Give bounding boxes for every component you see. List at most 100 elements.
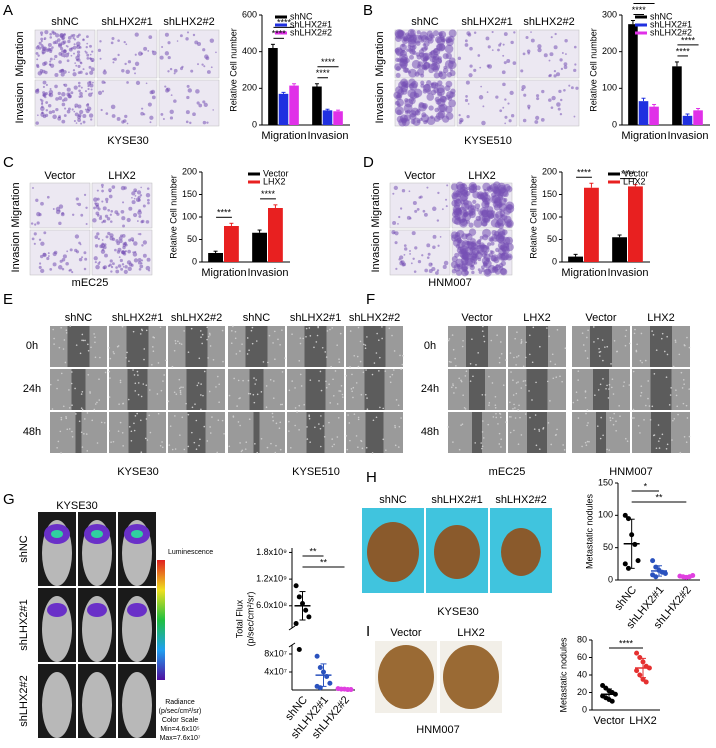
cell — [632, 370, 635, 373]
cell — [121, 69, 125, 73]
cell — [124, 250, 127, 253]
cell — [91, 92, 93, 95]
cell — [121, 431, 124, 434]
cell — [98, 399, 101, 401]
cell — [613, 339, 616, 342]
cell — [66, 109, 71, 114]
cell — [143, 46, 148, 51]
cell — [477, 257, 482, 262]
cell — [67, 93, 70, 96]
cell — [110, 41, 114, 45]
cell — [338, 361, 341, 363]
cell — [30, 222, 34, 225]
cell — [120, 267, 124, 271]
cell — [40, 268, 45, 274]
cell — [47, 252, 50, 255]
cell — [77, 53, 81, 57]
cell — [469, 64, 473, 68]
cell — [326, 330, 329, 332]
cell — [643, 419, 645, 421]
cell — [584, 441, 587, 444]
cell — [445, 198, 448, 201]
cell — [81, 256, 84, 259]
cell — [90, 118, 93, 121]
cell — [164, 85, 167, 88]
cell — [138, 267, 142, 271]
cell — [494, 404, 497, 406]
cell — [185, 402, 187, 405]
signal — [47, 603, 67, 617]
cell — [512, 61, 517, 65]
cell — [416, 30, 421, 35]
cell — [479, 244, 488, 253]
cell — [260, 437, 263, 440]
cell — [608, 383, 611, 386]
cell — [94, 403, 97, 405]
row-label: Invasion — [374, 83, 386, 124]
column-label: LHX2 — [468, 170, 496, 182]
cell — [632, 408, 635, 411]
cell — [404, 56, 408, 61]
cell — [174, 340, 177, 342]
cell — [162, 380, 164, 382]
cell — [325, 386, 328, 389]
cell — [193, 441, 196, 444]
cell — [268, 334, 271, 337]
cell — [288, 389, 291, 392]
cell — [208, 332, 211, 335]
y-tick-label: 20 — [577, 687, 587, 697]
cell — [54, 54, 58, 59]
cell — [628, 384, 631, 386]
cell — [58, 346, 61, 349]
cell — [572, 401, 575, 404]
cell — [524, 413, 527, 415]
cell — [306, 438, 309, 440]
cell — [63, 339, 66, 341]
cell — [460, 380, 463, 383]
cell — [527, 104, 531, 109]
panel-label: F — [366, 291, 375, 308]
cell — [607, 397, 610, 399]
cell — [454, 357, 456, 360]
cell — [452, 441, 454, 443]
cell — [353, 354, 356, 357]
cell — [84, 339, 86, 342]
cell — [684, 344, 686, 347]
data-point — [635, 558, 641, 564]
cell — [640, 391, 643, 394]
cell — [484, 262, 488, 267]
cell — [394, 100, 400, 106]
cell — [105, 112, 109, 115]
cell — [267, 361, 269, 364]
y-tick-label: 60 — [577, 652, 587, 662]
cell — [70, 34, 74, 38]
y-axis-label: Relative Cell number — [528, 175, 538, 259]
cell — [353, 413, 356, 415]
cell — [75, 64, 78, 67]
cell — [525, 384, 527, 386]
cell — [41, 51, 45, 55]
cell — [502, 106, 505, 109]
cell — [48, 110, 53, 115]
x-tick-label: Invasion — [668, 130, 709, 142]
cell — [73, 52, 75, 55]
cell — [68, 389, 70, 391]
cell — [36, 58, 39, 61]
cell — [115, 266, 118, 269]
cell — [123, 269, 128, 274]
cell — [352, 396, 354, 399]
cell — [420, 80, 425, 85]
cell — [494, 230, 500, 237]
cell — [147, 50, 150, 52]
cell — [185, 110, 190, 115]
cell — [69, 268, 72, 272]
significance-label: **** — [637, 0, 652, 4]
cell — [239, 424, 241, 427]
cell — [455, 365, 457, 367]
cell — [554, 32, 557, 36]
cell — [420, 83, 425, 88]
cell — [179, 391, 182, 394]
bar — [289, 85, 299, 125]
cell — [517, 354, 520, 357]
